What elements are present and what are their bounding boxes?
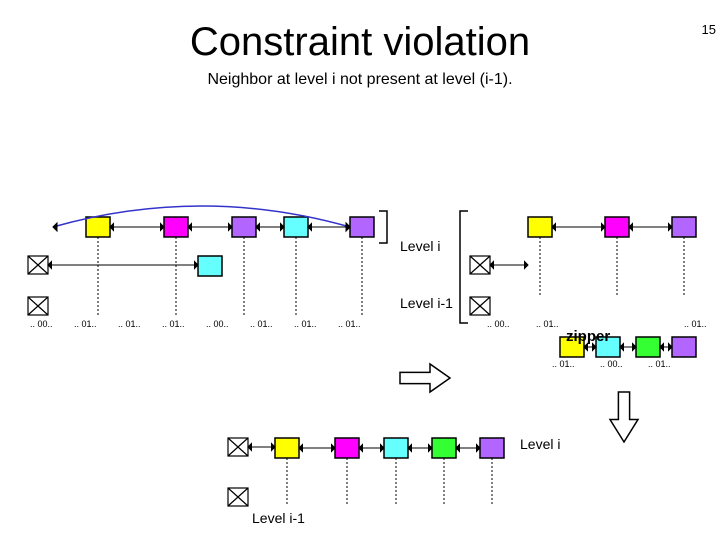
diagram-svg — [0, 20, 720, 560]
